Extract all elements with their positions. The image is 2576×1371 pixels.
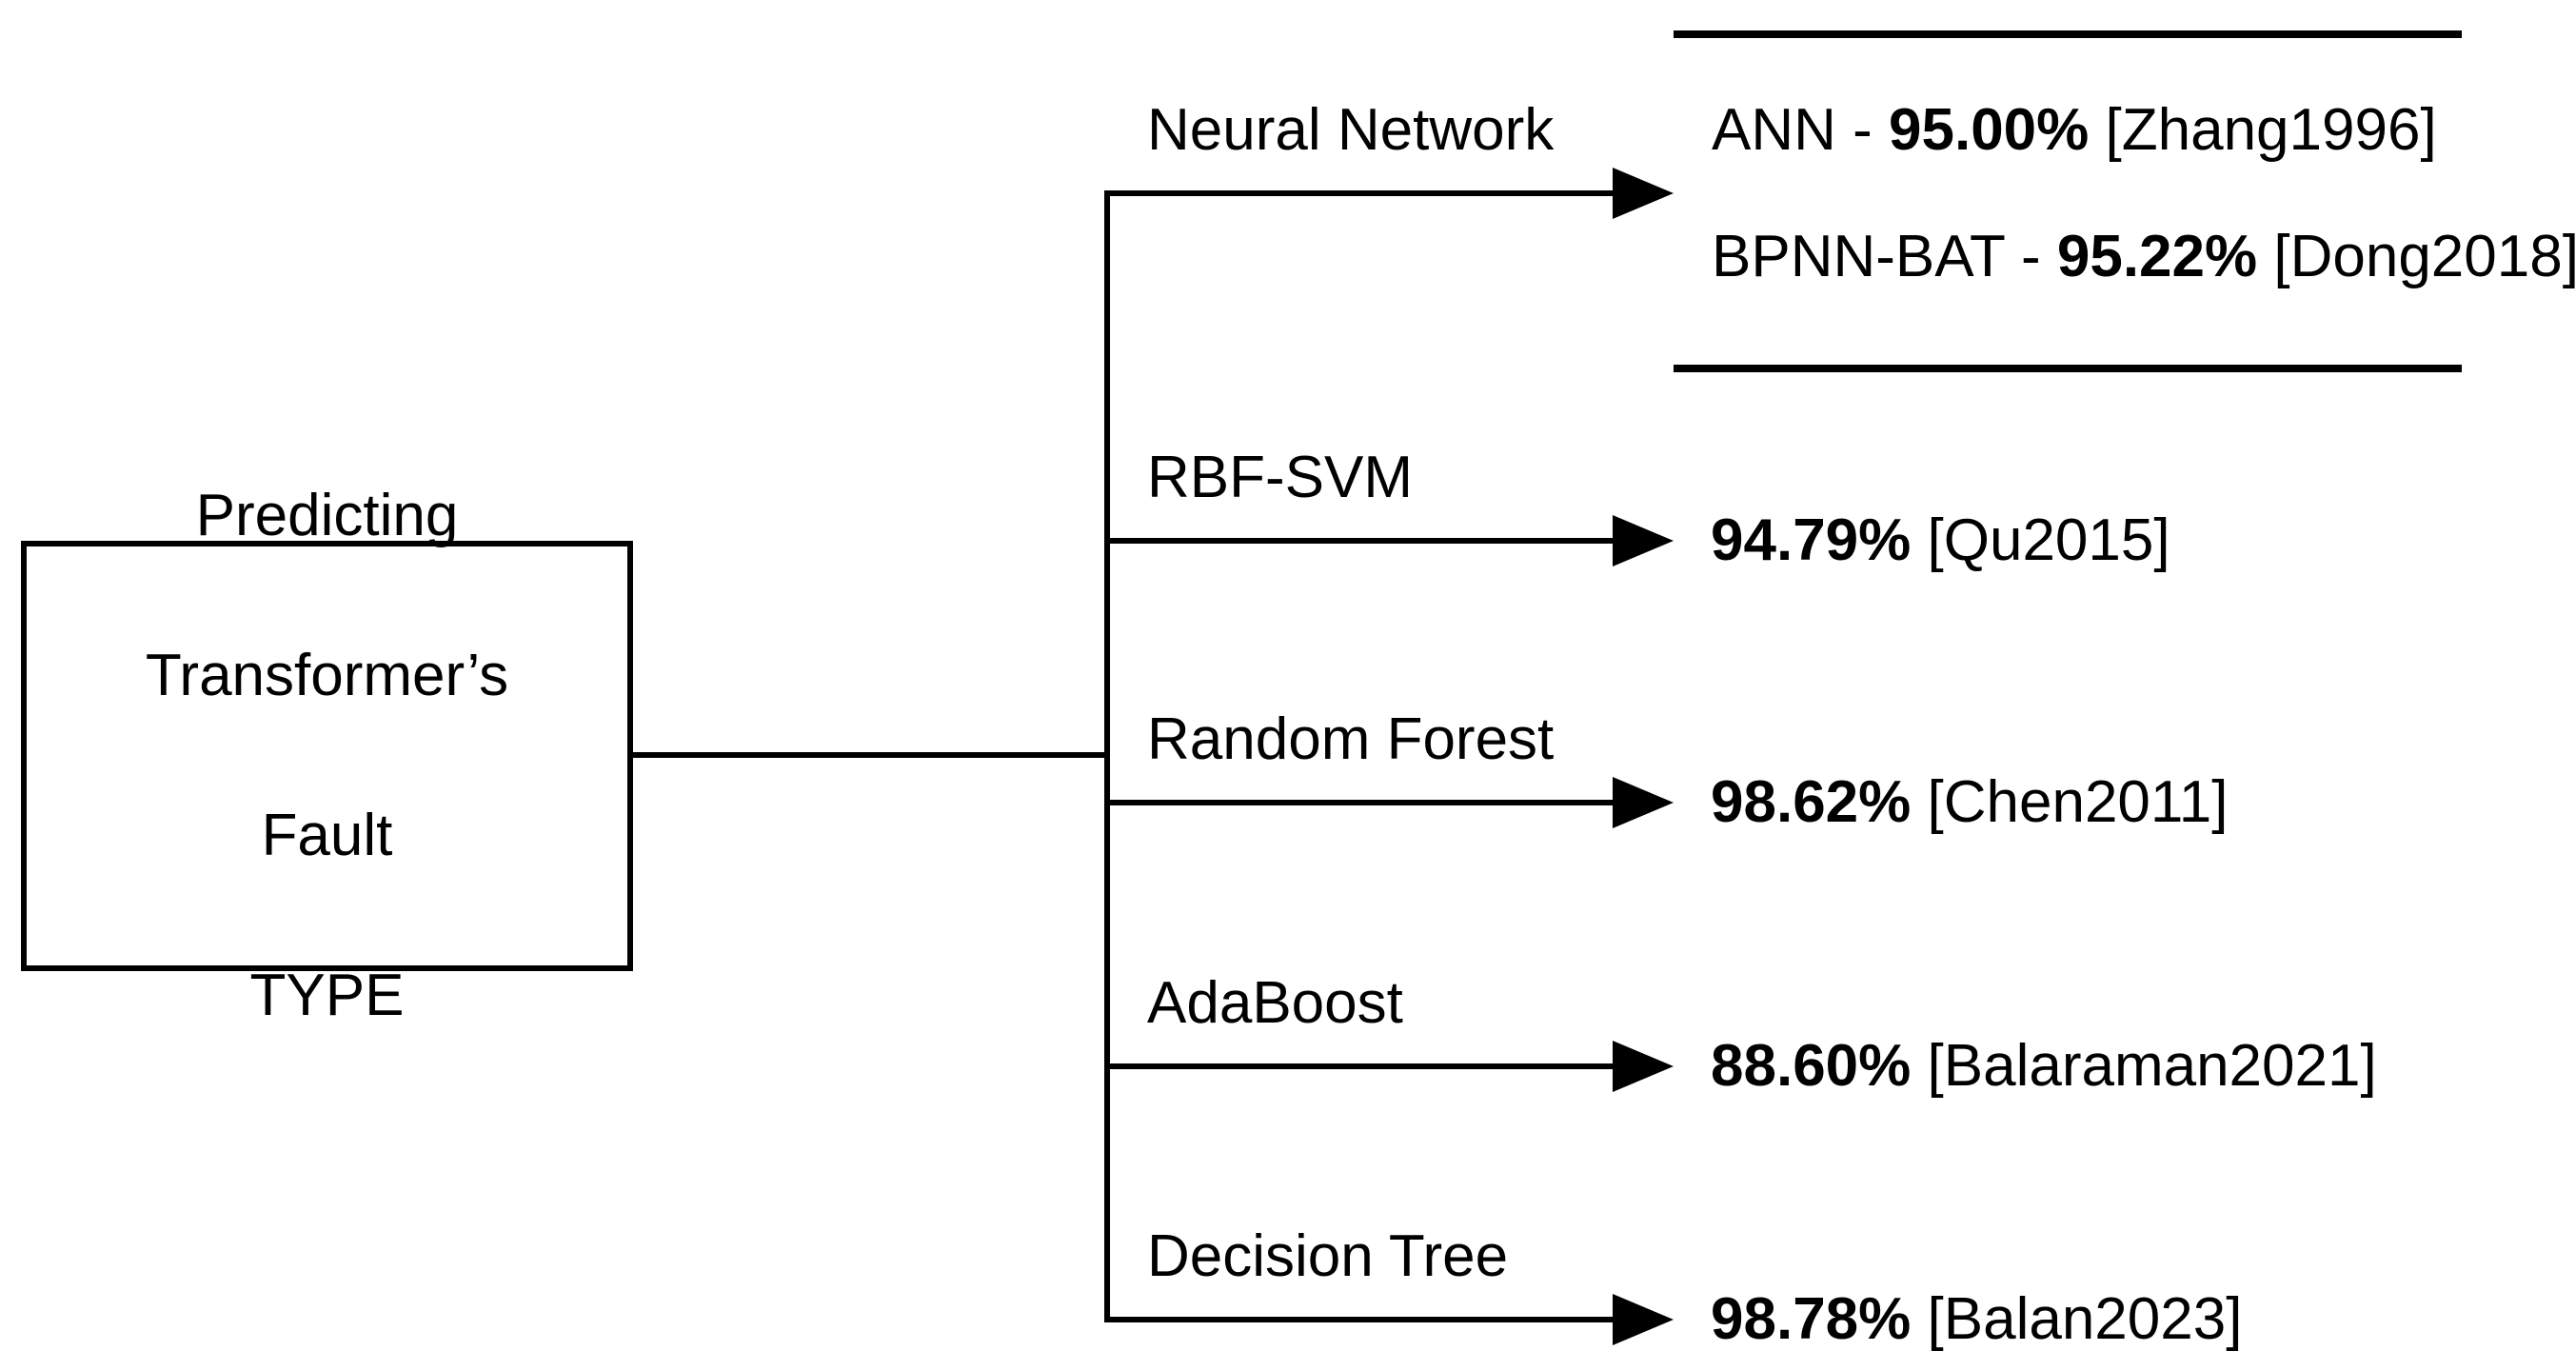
result-accuracy: 94.79% [1711,507,1912,573]
result-line-ann: ANN - 95.00% [Zhang1996] [1712,91,2437,169]
result-method: BPNN-BAT - [1712,224,2057,289]
branch-line-neural-network [1107,190,1616,196]
result-accuracy: 98.62% [1711,769,1912,835]
branch-label-random-forest: Random Forest [1147,706,1555,772]
root-line-4: TYPE [249,963,405,1028]
neural-network-group-rule-bottom [1674,365,2462,372]
branch-label-rbf-svm: RBF-SVM [1147,445,1413,510]
arrowhead-icon [1613,515,1674,566]
arrowhead-icon [1613,168,1674,219]
arrowhead-icon [1613,1041,1674,1092]
result-citation: [Balan2023] [1911,1286,2243,1352]
result-citation: [Balaraman2021] [1911,1033,2377,1099]
branch-label-decision-tree: Decision Tree [1147,1223,1509,1289]
branch-line-rbf-svm [1107,538,1616,544]
branch-label-neural-network: Neural Network [1147,97,1555,163]
root-node-label: Predicting Transformer’s Fault TYPE [146,476,508,1036]
branch-line-random-forest [1107,800,1616,805]
result-line-adaboost: 88.60% [Balaraman2021] [1711,1027,2377,1105]
result-citation: [Qu2015] [1911,507,2170,573]
result-accuracy: 95.22% [2056,224,2258,289]
result-method: ANN - [1712,97,1889,163]
result-citation: [Chen2011] [1911,769,2229,835]
result-line-decision-tree: 98.78% [Balan2023] [1711,1281,2242,1359]
arrowhead-icon [1613,1294,1674,1345]
result-line-rbf-svm: 94.79% [Qu2015] [1711,502,2170,580]
branch-label-adaboost: AdaBoost [1147,970,1403,1036]
root-node-box: Predicting Transformer’s Fault TYPE [21,483,633,1028]
result-line-random-forest: 98.62% [Chen2011] [1711,764,2229,842]
root-connector-line [633,752,1107,758]
root-line-3: Fault [261,803,393,868]
root-line-2: Transformer’s [145,643,509,708]
neural-network-group-rule-top [1674,30,2462,38]
root-line-1: Predicting [195,483,459,548]
result-citation: [Dong2018] [2257,224,2576,289]
result-citation: [Zhang1996] [2089,97,2437,163]
branch-line-adaboost [1107,1063,1616,1069]
result-accuracy: 98.78% [1711,1286,1912,1352]
result-accuracy: 95.00% [1889,97,2090,163]
branch-line-decision-tree [1107,1317,1616,1322]
branch-spine-line [1104,190,1110,1322]
result-line-bpnn-bat: BPNN-BAT - 95.22% [Dong2018] [1712,218,2576,296]
arrowhead-icon [1613,777,1674,828]
result-accuracy: 88.60% [1711,1033,1912,1099]
